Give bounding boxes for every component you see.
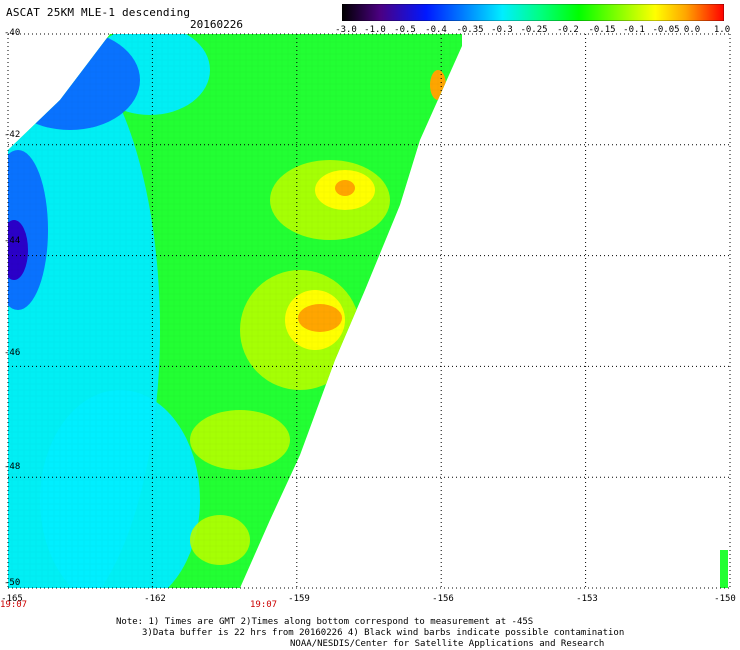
lat-label: -40: [4, 28, 21, 38]
lat-label: -48: [4, 462, 21, 472]
colorbar-label: -3.0: [335, 25, 357, 35]
pixel-texture: [8, 34, 462, 588]
lat-label: -42: [4, 130, 21, 140]
colorbar-label: -0.5: [394, 25, 416, 35]
colorbar-labels: -3.0 -1.0 -0.5 -0.4 -0.35 -0.3 -0.25 -0.…: [330, 25, 740, 37]
note-line-1: Note: 1) Times are GMT 2)Times along bot…: [116, 617, 534, 627]
colorbar-label: 0.0: [683, 25, 701, 35]
note-line-2: 3)Data buffer is 22 hrs from 20160226 4)…: [142, 628, 625, 638]
lon-label: -153: [576, 594, 598, 604]
time-label-left: 19:07: [0, 600, 28, 610]
colorbar-label: -0.1: [623, 25, 645, 35]
colorbar-label: -0.35: [456, 25, 484, 35]
lon-label: -150: [714, 594, 736, 604]
colorbar-label: -0.4: [425, 25, 447, 35]
lat-label: -44: [4, 236, 21, 246]
colorbar-label: -0.2: [557, 25, 579, 35]
product-title: ASCAT 25KM MLE-1 descending: [6, 6, 191, 19]
note-line-3: NOAA/NESDIS/Center for Satellite Applica…: [290, 639, 605, 649]
swath-field: [8, 34, 462, 588]
colorbar-label: -0.3: [491, 25, 513, 35]
product-date: 20160226: [190, 18, 243, 31]
colorbar-label: 1.0: [713, 25, 731, 35]
lon-label: -165: [1, 594, 23, 604]
graticule: [7, 33, 731, 589]
lon-label: -156: [432, 594, 454, 604]
field-edge-patch: [720, 550, 728, 588]
colorbar-label: -1.0: [364, 25, 386, 35]
lat-label: -50: [4, 578, 21, 588]
colorbar-label: -0.05: [652, 25, 680, 35]
colorbar-label: -0.25: [520, 25, 548, 35]
lat-label: -46: [4, 348, 21, 358]
time-label-right: 19:07: [250, 600, 278, 610]
lon-label: -162: [144, 594, 166, 604]
colorbar-label: -0.15: [588, 25, 616, 35]
colorbar: [342, 4, 724, 21]
lon-label: -159: [288, 594, 310, 604]
